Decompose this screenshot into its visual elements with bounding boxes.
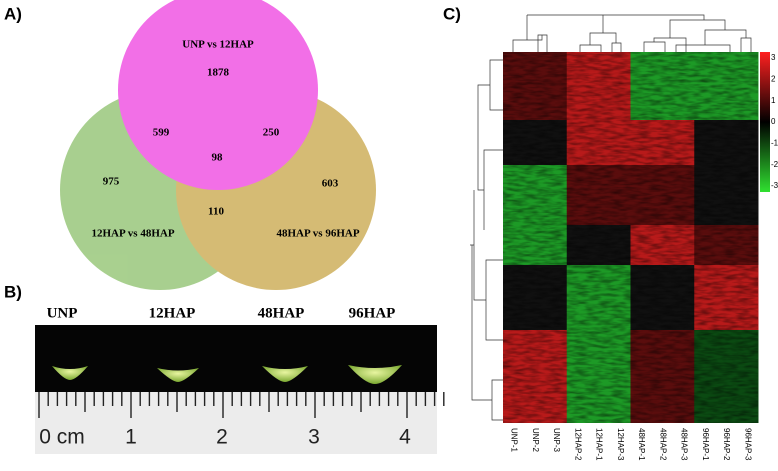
- colorbar-label: 1: [771, 96, 776, 105]
- panel-label: A): [4, 4, 22, 23]
- panel-label: C): [443, 4, 461, 23]
- ruler: [35, 392, 437, 454]
- ruler-label: 3: [308, 426, 320, 449]
- count: 599: [153, 127, 170, 139]
- column-label: 12HAP-3: [616, 428, 625, 461]
- ruler-label: 4: [399, 426, 411, 449]
- sample-label: 48HAP: [258, 305, 305, 321]
- sample-label: 12HAP: [149, 305, 196, 321]
- heatmap-texture: [503, 52, 758, 423]
- ruler-ticks: [38, 392, 445, 418]
- column-labels: UNP-1 UNP-2 UNP-3 12HAP-2 12HAP-1 12HAP-3 48HA…: [510, 428, 753, 461]
- colorbar-label: 0: [771, 117, 776, 126]
- venn-circles: [60, 0, 376, 290]
- ruler-label: 2: [216, 426, 228, 449]
- colorbar: [760, 52, 770, 192]
- column-label: 48HAP-1: [637, 428, 646, 461]
- set-label: UNP vs 12HAP: [182, 39, 254, 51]
- column-label: 48HAP-3: [680, 428, 689, 461]
- colorbar-label: -1: [771, 138, 778, 147]
- seedlings: [52, 365, 402, 384]
- ruler-label: 0 cm: [39, 426, 85, 449]
- count: 98: [212, 152, 224, 164]
- column-label: 48HAP-2: [658, 428, 667, 461]
- set-label: 12HAP vs 48HAP: [91, 228, 174, 240]
- column-label: UNP-3: [552, 428, 561, 453]
- count: 975: [103, 176, 120, 188]
- count: 110: [208, 206, 224, 218]
- column-dendrogram: [512, 14, 752, 52]
- panel-label: B): [4, 282, 22, 301]
- sample-label: 96HAP: [349, 305, 396, 321]
- column-label: 96HAP-1: [701, 428, 710, 461]
- count: 1878: [207, 67, 230, 79]
- count: 250: [263, 127, 280, 139]
- colorbar-label: -3: [771, 181, 778, 190]
- column-label: 96HAP-2: [722, 428, 731, 461]
- column-label: UNP-2: [531, 428, 540, 453]
- colorbar-label: -2: [771, 160, 778, 169]
- count: 603: [322, 178, 339, 190]
- set-label: 48HAP vs 96HAP: [276, 228, 359, 240]
- column-label: 12HAP-1: [595, 428, 604, 461]
- column-label: 12HAP-2: [573, 428, 582, 461]
- ruler-label: 1: [125, 426, 137, 449]
- row-dendrogram: [470, 59, 503, 421]
- venn-circle: [118, 0, 318, 190]
- column-label: UNP-1: [510, 428, 519, 453]
- column-label: 96HAP-3: [743, 428, 752, 461]
- colorbar-ticks: 3 2 1 0 -1 -2 -3: [771, 53, 778, 190]
- colorbar-label: 2: [771, 74, 776, 83]
- sample-label: UNP: [47, 305, 78, 321]
- colorbar-label: 3: [771, 53, 776, 62]
